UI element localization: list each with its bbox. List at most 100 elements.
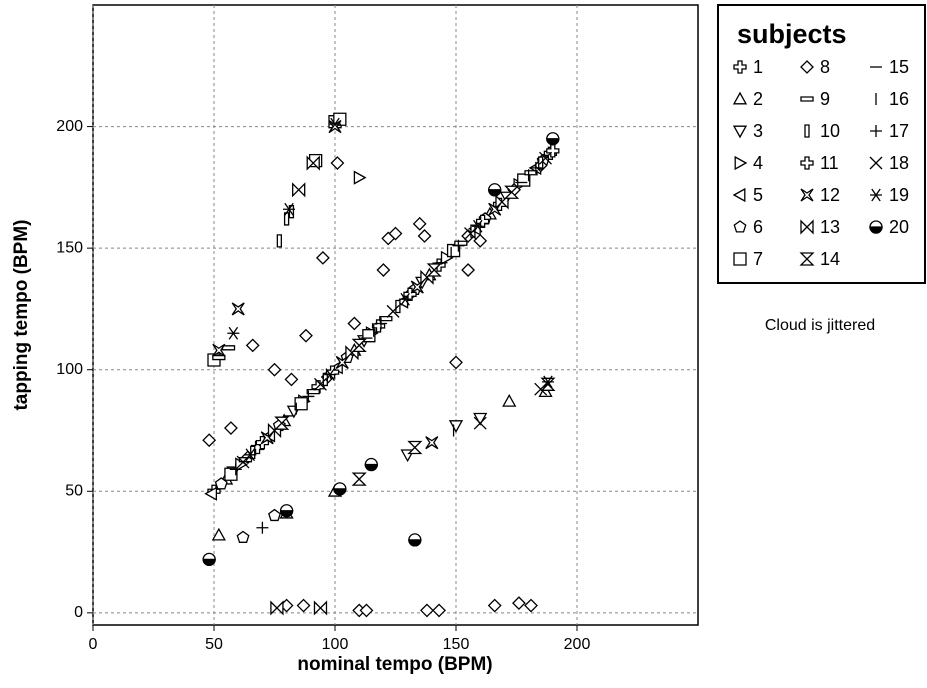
point bbox=[412, 216, 427, 231]
point bbox=[539, 151, 552, 165]
point bbox=[471, 219, 484, 233]
point bbox=[221, 345, 236, 351]
legend-marker bbox=[732, 91, 748, 105]
point bbox=[244, 448, 257, 462]
point bbox=[202, 552, 216, 566]
point bbox=[541, 375, 554, 389]
point bbox=[351, 472, 367, 486]
legend-marker bbox=[800, 60, 814, 74]
point bbox=[329, 117, 341, 131]
point bbox=[227, 326, 240, 340]
point bbox=[351, 338, 367, 353]
point bbox=[432, 603, 446, 618]
point bbox=[425, 436, 439, 450]
point bbox=[211, 527, 226, 541]
point bbox=[214, 477, 228, 490]
legend-label: 4 bbox=[753, 153, 763, 173]
point bbox=[452, 239, 465, 252]
legend-label: 13 bbox=[820, 217, 840, 237]
legend-marker bbox=[869, 220, 883, 234]
point bbox=[283, 212, 290, 226]
point bbox=[250, 440, 265, 455]
point bbox=[487, 598, 502, 613]
legend-marker bbox=[799, 252, 815, 266]
point bbox=[236, 455, 250, 469]
x-tick-label: 50 bbox=[205, 636, 223, 653]
legend-marker bbox=[733, 252, 747, 266]
legend-marker bbox=[800, 96, 814, 102]
point bbox=[335, 355, 349, 369]
point bbox=[324, 368, 337, 381]
point bbox=[502, 393, 517, 407]
point bbox=[386, 304, 400, 318]
point bbox=[212, 354, 226, 361]
point bbox=[408, 533, 422, 547]
point bbox=[296, 598, 311, 613]
point bbox=[464, 227, 477, 241]
point bbox=[224, 467, 238, 481]
point bbox=[512, 596, 526, 611]
point bbox=[461, 263, 476, 277]
point bbox=[448, 420, 464, 433]
legend-label: 19 bbox=[889, 185, 909, 205]
legend-marker bbox=[733, 220, 747, 233]
legend-label: 10 bbox=[820, 121, 840, 141]
point bbox=[229, 463, 242, 476]
point bbox=[504, 185, 520, 199]
legend-marker bbox=[732, 187, 746, 203]
point bbox=[314, 377, 327, 391]
point bbox=[399, 292, 412, 306]
point bbox=[302, 390, 315, 403]
legend-label: 17 bbox=[889, 121, 909, 141]
legend-marker bbox=[800, 188, 814, 202]
legend-label: 5 bbox=[753, 185, 763, 205]
point bbox=[364, 457, 378, 472]
point bbox=[268, 508, 281, 522]
point bbox=[376, 263, 391, 277]
point bbox=[256, 521, 269, 534]
point bbox=[202, 433, 217, 448]
point bbox=[274, 416, 290, 430]
y-tick-label: 0 bbox=[74, 604, 83, 621]
y-axis-label: tapping tempo (BPM) bbox=[11, 219, 32, 410]
legend-label: 16 bbox=[889, 89, 909, 109]
x-tick-label: 200 bbox=[564, 636, 591, 653]
point bbox=[245, 338, 260, 353]
point bbox=[359, 603, 374, 618]
legend-marker bbox=[870, 188, 882, 202]
point bbox=[426, 263, 442, 277]
point bbox=[540, 377, 556, 391]
legend-marker bbox=[870, 125, 882, 137]
annotation: Cloud is jittered bbox=[765, 317, 875, 334]
legend-label: 15 bbox=[889, 57, 909, 77]
point bbox=[284, 372, 299, 387]
point bbox=[475, 214, 490, 229]
point bbox=[231, 302, 245, 316]
point bbox=[440, 250, 454, 265]
point bbox=[212, 343, 226, 357]
legend-box bbox=[717, 4, 926, 284]
point bbox=[374, 317, 387, 330]
point bbox=[488, 183, 502, 197]
legend-marker bbox=[734, 155, 748, 171]
point bbox=[546, 144, 560, 158]
point bbox=[283, 202, 296, 216]
legend-label: 6 bbox=[753, 217, 763, 237]
legend-label: 8 bbox=[820, 57, 830, 77]
legend-label: 20 bbox=[889, 217, 909, 237]
point bbox=[546, 132, 560, 146]
y-tick-label: 50 bbox=[65, 482, 83, 499]
legend-label: 14 bbox=[820, 249, 840, 269]
legend-marker bbox=[869, 156, 883, 170]
y-tick-label: 100 bbox=[56, 361, 83, 378]
y-tick-label: 200 bbox=[56, 118, 83, 135]
point bbox=[347, 316, 362, 331]
legend-label: 11 bbox=[820, 153, 839, 173]
point bbox=[534, 382, 548, 396]
point bbox=[420, 603, 434, 618]
legend-marker bbox=[800, 219, 814, 235]
legend-label: 9 bbox=[820, 89, 830, 109]
legend-title: subjects bbox=[737, 19, 847, 49]
point bbox=[236, 530, 250, 543]
legend-label: 1 bbox=[753, 57, 763, 77]
